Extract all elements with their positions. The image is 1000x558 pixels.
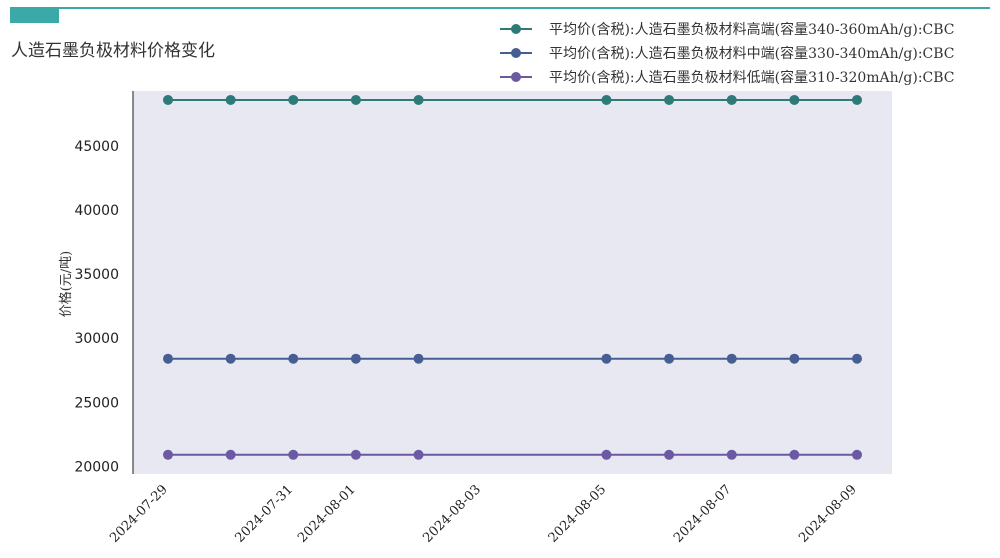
data-point: [664, 449, 675, 460]
data-point: [852, 353, 862, 364]
x-tick-label: 2024-08-07: [671, 482, 735, 546]
data-point: [789, 94, 800, 105]
x-tick-label: 2024-07-31: [232, 482, 296, 546]
legend-marker: [511, 72, 521, 82]
data-point: [852, 94, 862, 105]
legend-marker: [511, 48, 521, 58]
y-tick-label: 20000: [74, 459, 119, 475]
y-tick-label: 40000: [74, 203, 119, 219]
legend-label: 平均价(含税):人造石墨负极材料高端(容量340-360mAh/g):CBC: [549, 21, 955, 38]
data-point: [664, 353, 675, 364]
data-point: [852, 449, 862, 460]
y-tick-label: 45000: [74, 139, 119, 155]
data-point: [350, 353, 361, 364]
data-point: [601, 353, 612, 364]
data-point: [163, 353, 173, 364]
legend-label: 平均价(含税):人造石墨负极材料中端(容量330-340mAh/g):CBC: [549, 45, 955, 62]
y-tick-label: 35000: [74, 267, 119, 283]
data-point: [225, 94, 236, 105]
data-point: [789, 353, 800, 364]
header-rule: [10, 7, 990, 9]
header-accent-block: [10, 7, 59, 23]
x-tick-label: 2024-08-01: [295, 482, 359, 546]
legend-label: 平均价(含税):人造石墨负极材料低端(容量310-320mAh/g):CBC: [549, 69, 955, 86]
data-point: [350, 449, 361, 460]
legend-marker: [511, 24, 521, 34]
x-tick-label: 2024-07-29: [107, 482, 171, 546]
y-tick-label: 30000: [74, 331, 119, 347]
data-point: [789, 449, 800, 460]
plot-area: [133, 91, 892, 474]
x-tick-label: 2024-08-09: [796, 482, 860, 546]
data-point: [413, 94, 424, 105]
data-point: [664, 94, 675, 105]
data-point: [726, 353, 737, 364]
y-tick-label: 25000: [74, 395, 119, 411]
data-point: [350, 94, 361, 105]
data-point: [601, 449, 612, 460]
legend: 平均价(含税):人造石墨负极材料高端(容量340-360mAh/g):CBC 平均…: [500, 21, 955, 86]
data-point: [413, 353, 424, 364]
data-point: [726, 449, 737, 460]
data-point: [726, 94, 737, 105]
x-axis-ticks: 2024-07-29 2024-07-31 2024-08-01 2024-08-03…: [107, 482, 860, 546]
data-point: [288, 353, 299, 364]
data-point: [601, 94, 612, 105]
series-layer: [163, 94, 862, 460]
y-axis-label: 价格(元/吨): [58, 251, 74, 318]
y-axis-ticks: 20000 25000 30000 35000 40000 45000: [74, 139, 119, 475]
data-point: [288, 449, 299, 460]
data-point: [225, 449, 236, 460]
data-point: [163, 94, 173, 105]
page-title: 人造石墨负极材料价格变化: [11, 41, 215, 61]
data-point: [288, 94, 299, 105]
data-point: [225, 353, 236, 364]
x-tick-label: 2024-08-03: [420, 482, 484, 546]
data-point: [413, 449, 424, 460]
data-point: [163, 449, 173, 460]
x-tick-label: 2024-08-05: [546, 482, 610, 546]
